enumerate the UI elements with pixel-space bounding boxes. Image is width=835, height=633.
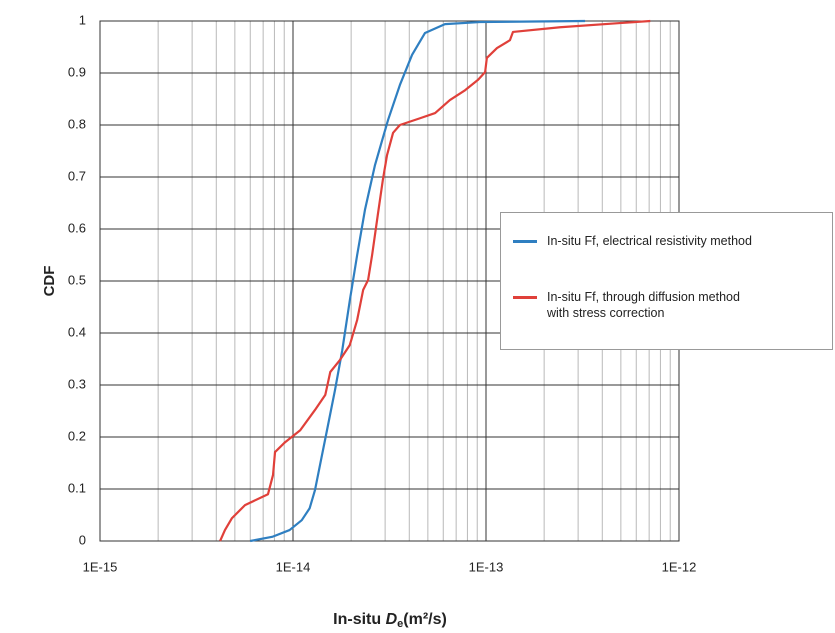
y-tick-label: 1 xyxy=(79,12,86,27)
series-line xyxy=(249,19,586,543)
y-tick-label: 0.8 xyxy=(68,116,86,131)
x-tick-label: 1E-15 xyxy=(83,559,118,574)
legend-entry: In-situ Ff, through diffusion method wit… xyxy=(513,289,740,321)
x-tick-label: 1E-12 xyxy=(662,559,697,574)
y-tick-label: 0.1 xyxy=(68,480,86,495)
x-axis-label: In-situ De(m²/s) xyxy=(333,611,447,630)
y-tick-label: 0.7 xyxy=(68,168,86,183)
legend-swatch xyxy=(513,296,537,299)
y-tick-label: 0.9 xyxy=(68,64,86,79)
legend-label: In-situ Ff, electrical resistivity metho… xyxy=(547,234,752,248)
legend-label: In-situ Ff, through diffusion method wit… xyxy=(547,290,740,320)
x-label-text: In-situ xyxy=(333,611,385,628)
y-axis-label: CDF xyxy=(41,266,58,297)
y-tick-label: 0.3 xyxy=(68,376,86,391)
legend-swatch xyxy=(513,240,537,243)
x-label-symbol: D xyxy=(386,611,398,628)
y-tick-label: 0.2 xyxy=(68,428,86,443)
y-tick-label: 0.4 xyxy=(68,324,86,339)
x-label-subscript: e xyxy=(397,618,403,630)
x-label-unit: (m²/s) xyxy=(403,611,447,628)
x-tick-label: 1E-13 xyxy=(469,559,504,574)
y-tick-label: 0 xyxy=(79,532,86,547)
y-tick-label: 0.5 xyxy=(68,272,86,287)
x-tick-label: 1E-14 xyxy=(276,559,311,574)
y-tick-label: 0.6 xyxy=(68,220,86,235)
legend: In-situ Ff, electrical resistivity metho… xyxy=(500,212,833,350)
legend-entry: In-situ Ff, electrical resistivity metho… xyxy=(513,233,752,249)
series-line xyxy=(219,19,651,542)
